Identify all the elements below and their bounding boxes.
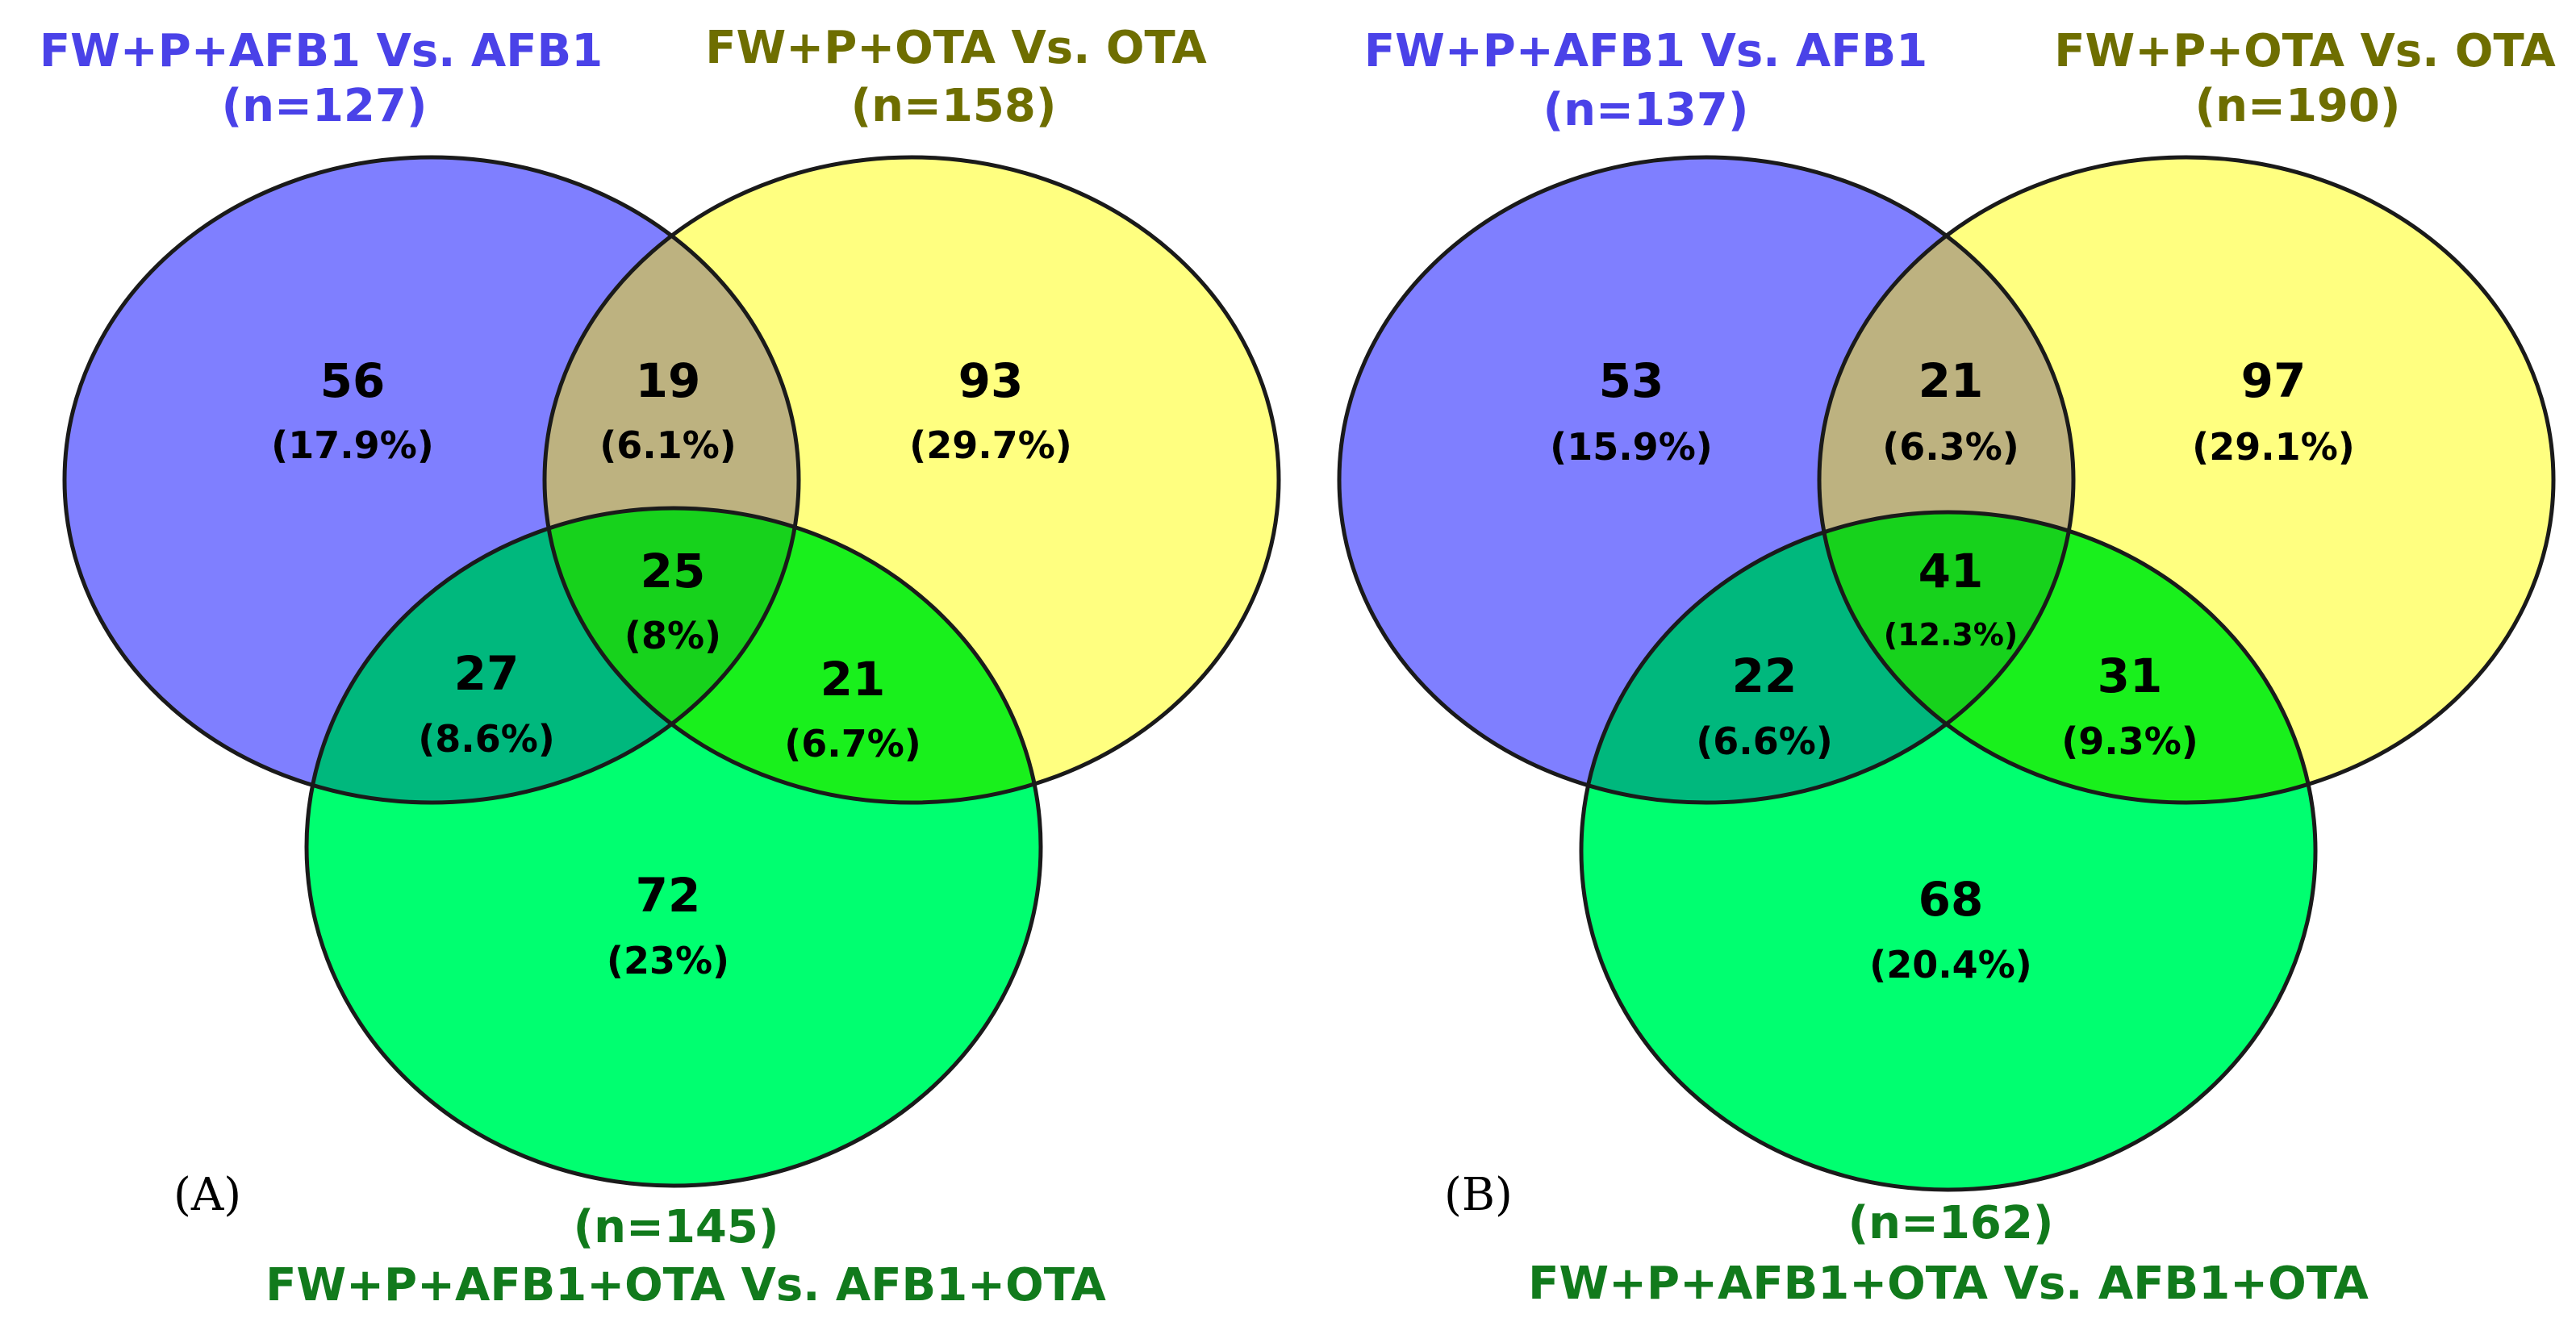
set-b-outline (1817, 155, 2556, 805)
region-b-only-value: 97 (2241, 353, 2307, 408)
set-a-outline (62, 155, 801, 805)
region-b-only-percent: (29.7%) (909, 423, 1072, 467)
region-c-only-percent: (20.4%) (1869, 943, 2032, 986)
region-c-only-percent: (23%) (607, 939, 729, 982)
region-c-only-value: 72 (636, 868, 701, 923)
set-b-title: FW+P+OTA Vs. OTA (705, 22, 1207, 74)
set-c-title: FW+P+AFB1+OTA Vs. AFB1+OTA (1528, 1257, 2369, 1310)
region-b-only-value: 93 (958, 353, 1024, 408)
region-abc-percent: (8%) (624, 614, 721, 657)
region-bc-value: 21 (820, 652, 886, 707)
set-b-outline (542, 155, 1281, 805)
region-bc-value: 31 (2098, 649, 2163, 703)
set-b-count: (n=158) (851, 80, 1057, 132)
region-ac-percent: (8.6%) (418, 717, 555, 761)
set-a-outline (1337, 155, 2076, 805)
region-bc-percent: (9.3%) (2061, 719, 2198, 763)
region-ac-percent: (6.6%) (1696, 719, 1833, 763)
set-a-count: (n=137) (1543, 84, 1749, 136)
set-a-title: FW+P+AFB1 Vs. AFB1 (40, 25, 603, 77)
set-c-count: (n=162) (1848, 1197, 2054, 1249)
region-a-only-value: 56 (320, 353, 386, 408)
set-b-count: (n=190) (2195, 80, 2401, 132)
region-c-only-value: 68 (1918, 872, 1984, 927)
panel-b: 53 (15.9%) 21 (6.3%) 97 (29.1%) 41 (12.3… (1337, 25, 2556, 1310)
overlap-bc (1819, 512, 2315, 803)
region-ac-value: 27 (454, 646, 520, 701)
panel-a-label: (A) (173, 1169, 241, 1221)
region-ab-value: 19 (636, 353, 701, 408)
panel-b-label: (B) (1444, 1169, 1513, 1221)
set-a-count: (n=127) (222, 80, 428, 132)
set-c-outline (304, 506, 1043, 1188)
set-a-title: FW+P+AFB1 Vs. AFB1 (1364, 25, 1927, 77)
region-a-only-percent: (15.9%) (1550, 425, 1713, 469)
panel-a: 56 (17.9%) 19 (6.1%) 93 (29.7%) 25 (8%) … (40, 22, 1281, 1312)
overlap-bc (545, 508, 1041, 803)
region-abc-percent: (12.3%) (1884, 617, 2019, 653)
region-ab-percent: (6.3%) (1882, 425, 2019, 469)
set-b-title: FW+P+OTA Vs. OTA (2054, 25, 2556, 77)
region-a-only-percent: (17.9%) (271, 423, 434, 467)
region-ab-percent: (6.1%) (599, 423, 737, 467)
overlap-ac (307, 508, 799, 803)
region-b-only-percent: (29.1%) (2192, 425, 2355, 469)
region-bc-percent: (6.7%) (784, 722, 921, 765)
region-ac-value: 22 (1732, 649, 1797, 703)
region-abc-value: 25 (641, 544, 706, 599)
region-a-only-value: 53 (1599, 353, 1664, 408)
region-ab-value: 21 (1918, 353, 1984, 408)
set-c-title: FW+P+AFB1+OTA Vs. AFB1+OTA (265, 1259, 1106, 1312)
set-c-outline (1579, 510, 2318, 1192)
overlap-ac (1581, 512, 2073, 803)
set-c-count: (n=145) (574, 1201, 779, 1253)
region-abc-value: 41 (1918, 544, 1984, 599)
